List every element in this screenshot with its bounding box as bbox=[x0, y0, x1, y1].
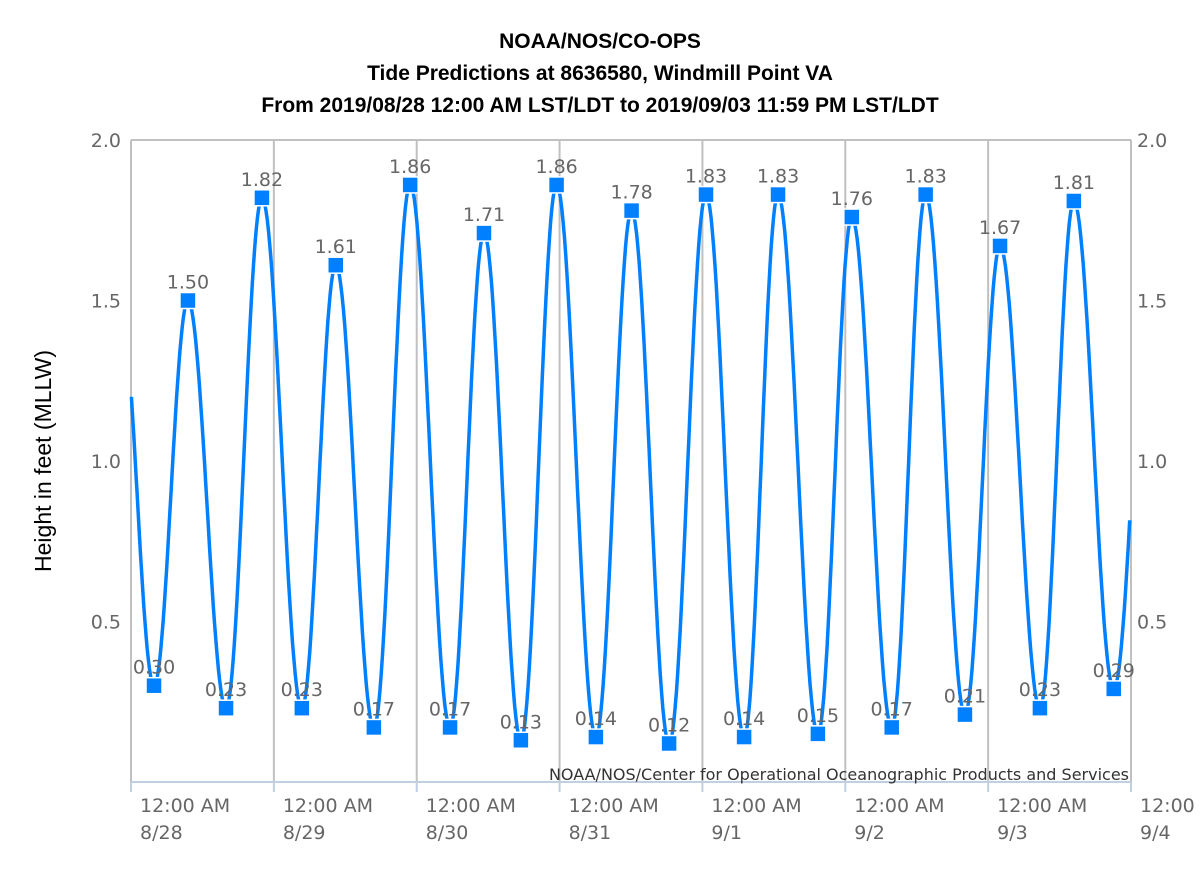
chart-title: NOAA/NOS/CO-OPS bbox=[499, 30, 701, 53]
chart-subtitle-station: Tide Predictions at 8636580, Windmill Po… bbox=[367, 62, 833, 85]
data-point-marker bbox=[365, 718, 383, 737]
data-label: 0.15 bbox=[797, 705, 839, 727]
data-label: 1.82 bbox=[241, 169, 283, 191]
data-point-marker bbox=[145, 676, 163, 695]
data-point-marker bbox=[697, 185, 715, 204]
data-point-marker bbox=[991, 237, 1009, 255]
x-tick-label-date: 8/31 bbox=[569, 822, 612, 844]
data-label: 1.86 bbox=[389, 156, 431, 178]
data-point-marker bbox=[882, 718, 901, 737]
data-label: 1.67 bbox=[979, 217, 1021, 239]
data-label: 0.29 bbox=[1093, 660, 1135, 682]
y-tick-label-right: 1.5 bbox=[1137, 291, 1167, 313]
data-point-marker bbox=[217, 699, 235, 717]
x-tick-label-time: 12:00 AM bbox=[854, 795, 944, 817]
data-label: 0.30 bbox=[133, 657, 175, 679]
data-label: 1.76 bbox=[831, 188, 873, 210]
x-tick-label-time: 12:00 bbox=[1140, 795, 1195, 817]
x-tick-label-time: 12:00 AM bbox=[711, 795, 801, 817]
data-point-marker bbox=[179, 291, 197, 310]
y-tick-label-right: 2.0 bbox=[1137, 130, 1167, 152]
data-point-marker bbox=[475, 224, 493, 242]
data-point-marker bbox=[327, 256, 345, 274]
data-point-marker bbox=[956, 705, 974, 724]
x-tick-label-time: 12:00 AM bbox=[283, 795, 373, 817]
data-label: 0.14 bbox=[575, 708, 617, 730]
data-point-marker bbox=[512, 731, 530, 750]
data-label: 0.23 bbox=[281, 679, 323, 701]
data-label: 1.71 bbox=[463, 204, 505, 226]
data-label: 1.83 bbox=[757, 166, 799, 188]
y-tick-label-right: 1.0 bbox=[1137, 451, 1167, 473]
data-label: 1.50 bbox=[167, 272, 209, 294]
y-tick-label-left: 2.0 bbox=[91, 130, 121, 152]
data-point-marker bbox=[441, 718, 459, 737]
x-tick-label-date: 8/28 bbox=[140, 822, 183, 844]
x-tick-label-time: 12:00 AM bbox=[997, 795, 1087, 817]
x-tick-label-date: 9/1 bbox=[711, 822, 742, 844]
x-tick-label-date: 9/4 bbox=[1140, 822, 1171, 844]
x-tick-label-time: 12:00 AM bbox=[140, 795, 230, 817]
data-point-marker bbox=[1104, 680, 1123, 698]
data-label: 0.23 bbox=[205, 679, 247, 701]
data-point-marker bbox=[809, 725, 827, 743]
x-tick-label-date: 9/2 bbox=[854, 822, 885, 844]
y-axis-label: Height in feet (MLLW) bbox=[30, 350, 56, 572]
data-label: 0.17 bbox=[353, 698, 395, 720]
data-point-marker bbox=[916, 185, 935, 204]
x-tick-label-time: 12:00 AM bbox=[569, 795, 659, 817]
data-point-marker bbox=[843, 208, 861, 226]
data-label: 0.21 bbox=[944, 686, 986, 708]
data-label: 1.86 bbox=[535, 156, 577, 178]
data-point-marker bbox=[1065, 192, 1083, 210]
y-tick-label-left: 0.5 bbox=[91, 612, 121, 634]
data-point-marker bbox=[253, 189, 271, 207]
data-point-marker bbox=[293, 699, 311, 717]
data-label: 1.78 bbox=[610, 182, 652, 204]
data-label: 1.81 bbox=[1053, 172, 1095, 194]
credit-text: NOAA/NOS/Center for Operational Oceanogr… bbox=[549, 765, 1129, 784]
y-tick-label-left: 1.5 bbox=[91, 291, 121, 313]
data-point-marker bbox=[547, 176, 566, 194]
chart-subtitle-range: From 2019/08/28 12:00 AM LST/LDT to 2019… bbox=[261, 94, 939, 117]
x-tick-label-date: 9/3 bbox=[997, 822, 1028, 844]
data-label: 0.13 bbox=[500, 711, 542, 733]
data-label: 0.14 bbox=[723, 708, 765, 730]
data-point-marker bbox=[735, 728, 753, 746]
x-tick-label-date: 8/30 bbox=[426, 822, 469, 844]
y-tick-label-left: 1.0 bbox=[91, 451, 121, 473]
data-label: 0.23 bbox=[1019, 679, 1061, 701]
x-tick-label-date: 8/29 bbox=[283, 822, 326, 844]
data-label: 1.61 bbox=[315, 236, 357, 258]
data-point-marker bbox=[660, 734, 678, 753]
y-tick-label-right: 0.5 bbox=[1137, 612, 1167, 634]
data-label: 1.83 bbox=[685, 166, 727, 188]
data-label: 0.12 bbox=[648, 714, 690, 736]
data-label: 1.83 bbox=[904, 166, 946, 188]
data-label: 0.17 bbox=[429, 698, 471, 720]
tide-curve bbox=[129, 182, 1132, 747]
data-point-marker bbox=[1031, 699, 1049, 717]
data-point-marker bbox=[587, 728, 605, 746]
x-tick-label-time: 12:00 AM bbox=[426, 795, 516, 817]
data-point-marker bbox=[622, 201, 641, 220]
data-label: 0.17 bbox=[871, 698, 913, 720]
data-point-marker bbox=[401, 176, 419, 194]
data-point-marker bbox=[769, 185, 787, 204]
